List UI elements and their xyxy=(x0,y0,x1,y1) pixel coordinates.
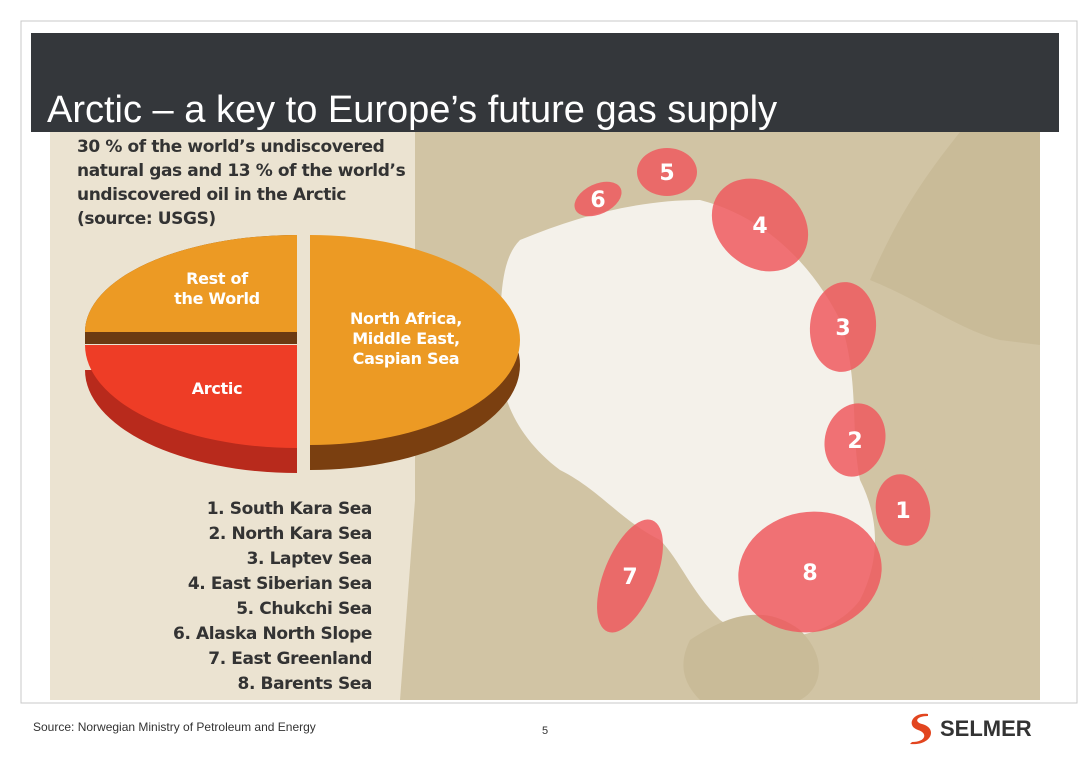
legend-entry: 6. Alaska North Slope xyxy=(173,624,372,644)
region-area xyxy=(875,474,931,546)
legend-entry: 3. Laptev Sea xyxy=(247,549,372,569)
legend-entry: 5. Chukchi Sea xyxy=(236,599,372,619)
region-marker: 1 xyxy=(895,499,910,524)
caption-line: 30 % of the world’s undiscovered xyxy=(77,137,384,157)
region-area xyxy=(574,181,622,217)
region-marker: 2 xyxy=(847,429,862,454)
region-area xyxy=(711,178,809,272)
map-land-siberia xyxy=(870,132,1040,345)
region-marker: 7 xyxy=(622,565,637,590)
pie-label: North Africa, xyxy=(350,309,462,328)
logo-icon xyxy=(910,713,932,745)
legend-entry: 1. South Kara Sea xyxy=(207,499,372,519)
pie-slice xyxy=(310,235,520,445)
legend-entry: 2. North Kara Sea xyxy=(208,524,372,544)
region-area xyxy=(738,511,882,633)
page-number: 5 xyxy=(542,725,548,737)
pie-label: Middle East, xyxy=(352,329,460,348)
caption-line: (source: USGS) xyxy=(77,209,216,229)
region-area xyxy=(637,148,697,196)
region-marker: 8 xyxy=(802,561,817,586)
legend-entry: 7. East Greenland xyxy=(208,649,372,669)
pie-slice xyxy=(85,235,297,332)
region-marker: 6 xyxy=(590,188,605,213)
map-land-greenland xyxy=(430,478,658,700)
legend-entry: 4. East Siberian Sea xyxy=(188,574,372,594)
legend-entry: 8. Barents Sea xyxy=(238,674,372,694)
pie-label: Arctic xyxy=(192,379,243,398)
pie-label: Caspian Sea xyxy=(353,349,460,368)
caption-line: natural gas and 13 % of the world’s xyxy=(77,161,406,181)
region-area xyxy=(809,282,877,372)
region-marker: 4 xyxy=(752,214,767,239)
pie-slice xyxy=(85,345,297,448)
title-bar xyxy=(31,33,1059,132)
logo-text: SELMER xyxy=(940,716,1032,741)
region-marker: 3 xyxy=(835,316,850,341)
map-land-scandinavia xyxy=(683,614,819,700)
pie-label: Rest of xyxy=(186,269,249,288)
pie-label: the World xyxy=(174,289,260,308)
region-area xyxy=(824,403,886,477)
region-area xyxy=(597,519,663,633)
region-marker: 5 xyxy=(659,161,674,186)
caption-line: undiscovered oil in the Arctic xyxy=(77,185,346,205)
slide-title: Arctic – a key to Europe’s future gas su… xyxy=(47,89,777,131)
source-note: Source: Norwegian Ministry of Petroleum … xyxy=(33,720,316,734)
